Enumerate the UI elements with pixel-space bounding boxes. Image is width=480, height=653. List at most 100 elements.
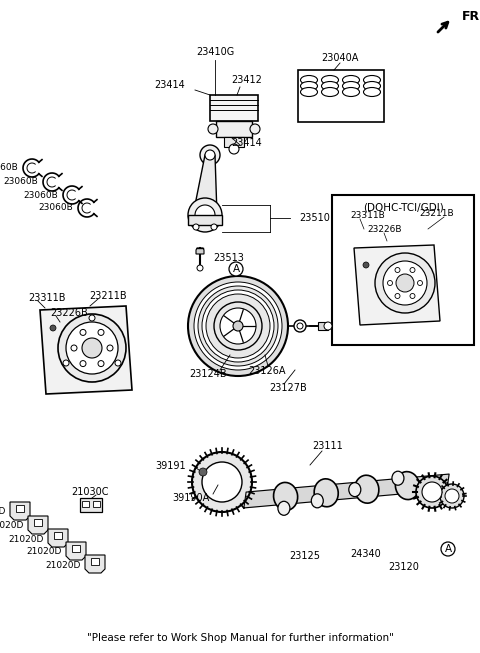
Circle shape [194,282,282,370]
Circle shape [198,286,278,366]
Circle shape [188,198,222,232]
Text: 23226B: 23226B [50,308,88,318]
Text: 23410G: 23410G [196,47,234,57]
Polygon shape [216,121,252,137]
Text: 21030C: 21030C [71,487,109,497]
Circle shape [416,476,448,508]
Polygon shape [354,245,440,325]
Text: 21020D: 21020D [26,547,62,556]
Circle shape [50,325,56,331]
Text: 23412: 23412 [231,75,263,85]
Text: 23124B: 23124B [189,369,227,379]
Text: (DOHC-TCI/GDI): (DOHC-TCI/GDI) [362,202,444,212]
Ellipse shape [343,76,360,84]
Text: 23311B: 23311B [28,293,65,303]
Ellipse shape [314,479,338,507]
Ellipse shape [343,88,360,97]
Text: 23060B: 23060B [23,191,58,200]
Circle shape [115,360,121,366]
Text: 23510: 23510 [299,213,330,223]
Circle shape [395,268,400,272]
Text: A: A [444,544,452,554]
Ellipse shape [278,502,290,515]
Text: 23513: 23513 [213,253,244,263]
Circle shape [250,124,260,134]
Polygon shape [210,95,258,121]
Ellipse shape [363,88,381,97]
Bar [318,322,328,330]
Bar [34,519,42,526]
Text: 23414: 23414 [232,138,263,148]
Circle shape [395,293,400,298]
Circle shape [410,268,415,272]
Bar [298,70,384,122]
Circle shape [294,320,306,332]
Circle shape [89,315,95,321]
Polygon shape [193,155,217,215]
Polygon shape [244,474,449,508]
Polygon shape [48,529,68,547]
Circle shape [387,281,393,285]
Circle shape [410,293,415,298]
Bar [91,558,99,565]
Text: 23120: 23120 [389,562,420,572]
Polygon shape [85,555,105,573]
Bar [72,545,80,552]
Polygon shape [28,516,48,534]
Circle shape [445,489,459,503]
Circle shape [440,484,464,508]
Ellipse shape [300,76,317,84]
Circle shape [98,360,104,366]
Circle shape [71,345,77,351]
Circle shape [229,144,239,154]
Circle shape [206,294,270,358]
Circle shape [107,345,113,351]
Text: 23060B: 23060B [0,163,18,172]
Text: 23311B: 23311B [350,210,385,219]
Ellipse shape [392,471,404,485]
Circle shape [202,462,242,502]
Text: 24340: 24340 [350,549,382,559]
Circle shape [363,262,369,268]
Circle shape [208,124,218,134]
Text: FR.: FR. [462,10,480,22]
Bar [332,195,474,345]
Circle shape [66,322,118,374]
Circle shape [297,323,303,329]
Circle shape [396,274,414,292]
Circle shape [383,261,427,305]
Circle shape [58,314,126,382]
Circle shape [375,253,435,313]
Ellipse shape [322,82,338,91]
Text: 21020D: 21020D [9,535,44,543]
Circle shape [82,338,102,358]
Circle shape [195,205,215,225]
Text: 23226B: 23226B [367,225,401,234]
Circle shape [200,145,220,165]
Ellipse shape [300,88,317,97]
Circle shape [199,468,207,476]
Ellipse shape [343,82,360,91]
Ellipse shape [274,483,298,511]
Text: 23211B: 23211B [420,208,454,217]
Circle shape [192,452,252,512]
Circle shape [205,150,215,160]
Circle shape [214,302,262,350]
Bar [224,137,244,147]
Text: 23414: 23414 [154,80,185,90]
Circle shape [211,224,217,230]
Ellipse shape [363,76,381,84]
Circle shape [220,308,256,344]
Circle shape [188,276,288,376]
Text: 21020D: 21020D [0,507,6,517]
Circle shape [98,329,104,336]
Polygon shape [40,306,132,394]
Circle shape [197,265,203,271]
Text: 23211B: 23211B [89,291,127,301]
Text: 39191: 39191 [156,461,186,471]
Polygon shape [196,248,204,254]
Text: "Please refer to Work Shop Manual for further information": "Please refer to Work Shop Manual for fu… [86,633,394,643]
Circle shape [324,322,332,330]
Bar [93,501,100,507]
Text: 23125: 23125 [289,551,321,561]
